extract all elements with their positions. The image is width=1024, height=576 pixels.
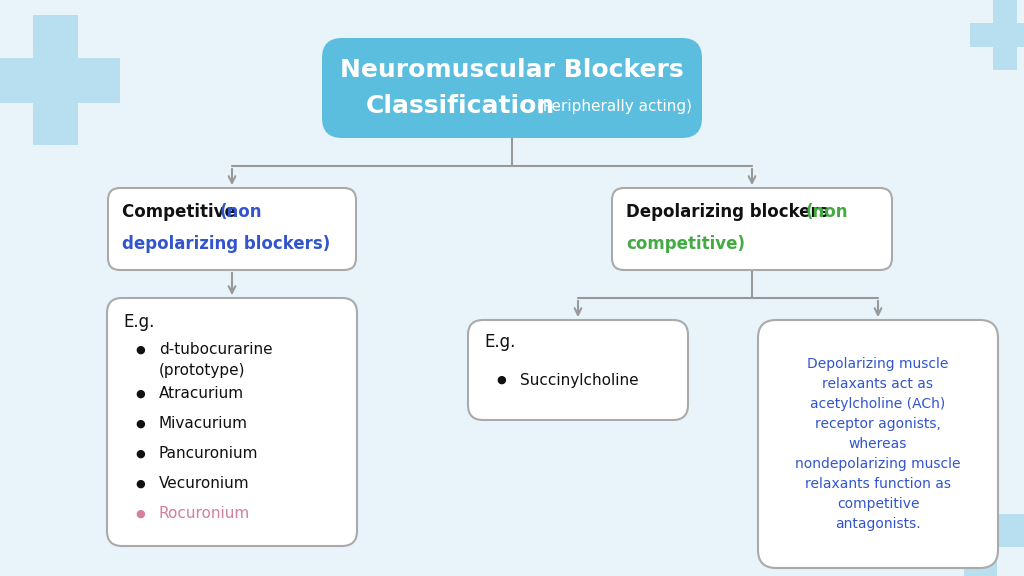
- Text: Competitive: Competitive: [122, 203, 242, 221]
- FancyBboxPatch shape: [108, 188, 356, 270]
- Text: E.g.: E.g.: [484, 333, 515, 351]
- Bar: [33, 15, 78, 145]
- Text: Atracurium: Atracurium: [159, 386, 244, 401]
- Text: (non: (non: [806, 203, 849, 221]
- FancyBboxPatch shape: [106, 298, 357, 546]
- Text: ●: ●: [135, 509, 144, 519]
- Text: ●: ●: [135, 419, 144, 429]
- Text: Pancuronium: Pancuronium: [159, 446, 258, 461]
- Bar: [0, 58, 120, 103]
- Text: Classification: Classification: [366, 94, 555, 118]
- Text: ●: ●: [135, 345, 144, 355]
- FancyBboxPatch shape: [612, 188, 892, 270]
- Text: ●: ●: [135, 479, 144, 489]
- Bar: [933, 513, 1024, 547]
- Text: competitive): competitive): [626, 235, 745, 253]
- Text: ●: ●: [496, 375, 506, 385]
- Bar: [964, 483, 996, 576]
- Text: (prototype): (prototype): [159, 362, 246, 377]
- FancyBboxPatch shape: [322, 38, 702, 138]
- Text: Mivacurium: Mivacurium: [159, 416, 248, 431]
- Text: Succinylcholine: Succinylcholine: [520, 373, 639, 388]
- Text: E.g.: E.g.: [123, 313, 155, 331]
- Text: Neuromuscular Blockers: Neuromuscular Blockers: [340, 58, 684, 82]
- Text: Rocuronium: Rocuronium: [159, 506, 250, 521]
- FancyBboxPatch shape: [468, 320, 688, 420]
- Bar: [970, 23, 1024, 47]
- Text: (Peripherally acting): (Peripherally acting): [532, 98, 692, 113]
- Text: Depolarizing blockers: Depolarizing blockers: [626, 203, 835, 221]
- FancyBboxPatch shape: [758, 320, 998, 568]
- Text: ●: ●: [135, 389, 144, 399]
- Text: Depolarizing muscle
relaxants act as
acetylcholine (ACh)
receptor agonists,
wher: Depolarizing muscle relaxants act as ace…: [796, 357, 961, 531]
- Text: depolarizing blockers): depolarizing blockers): [122, 235, 331, 253]
- Text: (non: (non: [220, 203, 262, 221]
- Text: ●: ●: [135, 449, 144, 459]
- Text: d-tubocurarine: d-tubocurarine: [159, 343, 272, 358]
- Text: Vecuronium: Vecuronium: [159, 476, 250, 491]
- Bar: [993, 0, 1017, 70]
